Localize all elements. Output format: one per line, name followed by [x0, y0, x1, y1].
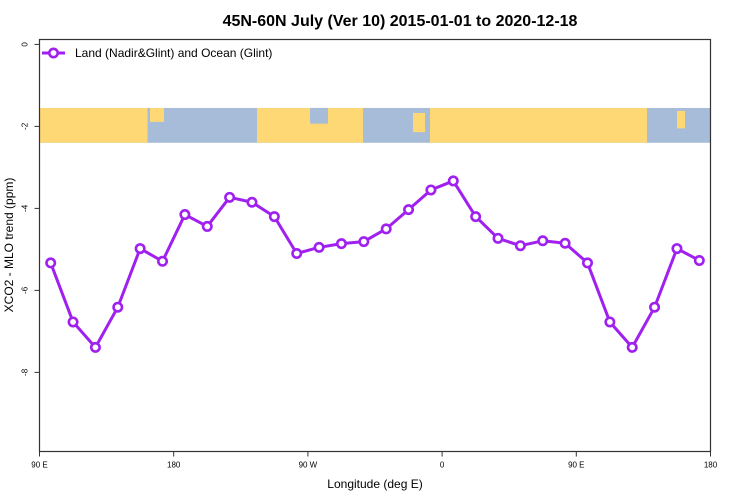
x-tick-label: 0	[440, 461, 445, 470]
legend-marker-swatch	[47, 47, 59, 59]
x-axis-label: Longitude (deg E)	[327, 477, 422, 491]
plot-frame	[38, 38, 712, 453]
asia-landmass	[39, 107, 148, 143]
series-polyline	[49, 179, 701, 349]
y-tick-label: -2	[21, 122, 30, 130]
world-map-band	[39, 107, 711, 143]
data-point	[559, 237, 571, 249]
data-point	[112, 301, 124, 313]
x-tick-label: 180	[167, 461, 181, 470]
data-point	[313, 241, 325, 253]
data-point	[358, 236, 370, 248]
legend: Land (Nadir&Glint) and Ocean (Glint)	[42, 46, 272, 60]
data-point	[246, 196, 258, 208]
data-point	[514, 240, 526, 252]
data-point	[268, 211, 280, 223]
series-line	[45, 175, 705, 353]
data-point	[403, 204, 415, 216]
y-tick-label: 0	[21, 42, 30, 47]
x-tick-label: 180	[704, 461, 718, 470]
data-point	[45, 257, 57, 269]
data-point	[425, 184, 437, 196]
kamchatka	[150, 107, 164, 122]
data-point	[157, 255, 169, 267]
y-tick-label: -6	[21, 286, 30, 294]
legend-label: Land (Nadir&Glint) and Ocean (Glint)	[75, 46, 272, 60]
data-point	[604, 316, 616, 328]
data-point	[671, 243, 683, 255]
data-point	[380, 223, 392, 235]
x-axis: 90 E 180 90 W 0 90 E 180	[31, 451, 718, 470]
y-tick-label: -4	[21, 204, 30, 212]
y-axis-label: XCO2 - MLO trend (ppm)	[2, 178, 16, 313]
data-point	[291, 247, 303, 259]
x-tick-label: 90 W	[299, 461, 318, 470]
data-point	[492, 232, 504, 244]
data-point	[335, 238, 347, 250]
british-isles	[413, 112, 425, 133]
y-tick-label: -8	[21, 368, 30, 376]
y-axis: 0 -2 -4 -6 -8	[21, 42, 40, 376]
eurasia-landmass	[430, 107, 647, 143]
data-point	[67, 316, 79, 328]
data-point	[470, 211, 482, 223]
data-point	[447, 175, 459, 187]
x-tick-label: 90 E	[31, 461, 47, 470]
data-point	[537, 235, 549, 247]
data-point	[626, 341, 638, 353]
data-point	[134, 243, 146, 255]
data-point	[581, 257, 593, 269]
data-point	[649, 301, 661, 313]
data-point	[224, 191, 236, 203]
data-point	[179, 209, 191, 221]
data-point	[201, 220, 213, 232]
sakhalin	[677, 110, 685, 129]
chart-title: 45N-60N July (Ver 10) 2015-01-01 to 2020…	[223, 13, 578, 30]
data-point	[693, 254, 705, 266]
data-point	[89, 341, 101, 353]
x-tick-label: 90 E	[568, 461, 584, 470]
hudson-bay	[310, 107, 328, 124]
